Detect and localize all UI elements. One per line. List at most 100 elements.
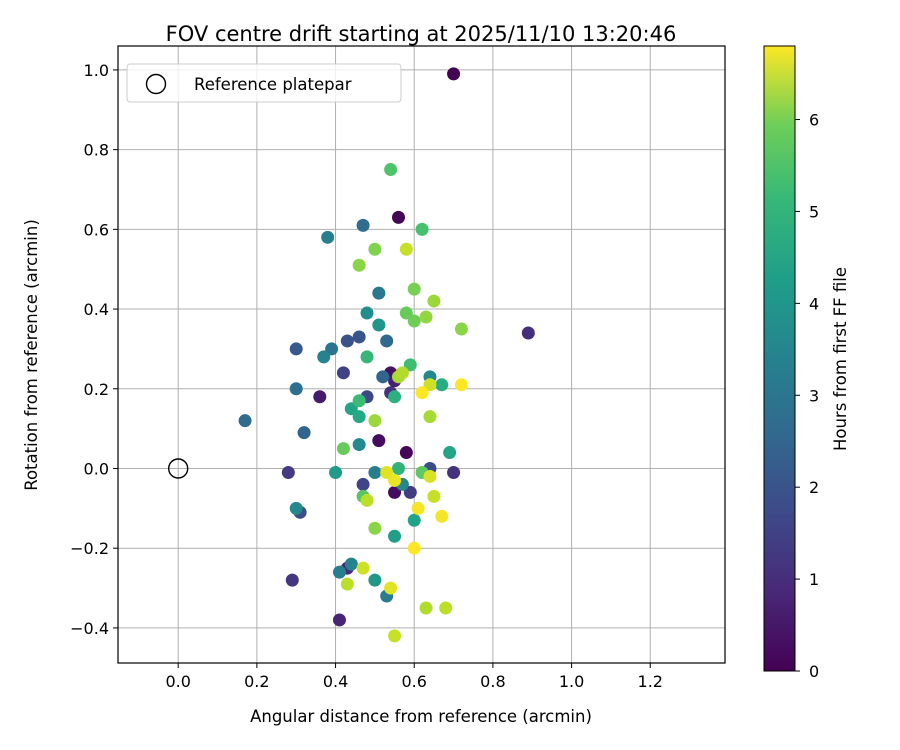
data-point <box>454 322 468 336</box>
y-tick-label: 0.8 <box>84 141 109 160</box>
data-point <box>281 465 295 479</box>
data-point <box>427 489 441 503</box>
colorbar-label: Hours from first FF file <box>831 267 850 451</box>
data-point <box>352 330 366 344</box>
data-point <box>454 378 468 392</box>
data-point <box>336 366 350 380</box>
y-axis-ticks: −0.4 −0.2 0.0 0.2 0.4 0.6 0.8 1.0 <box>70 61 118 638</box>
x-tick-label: 0.0 <box>165 672 190 691</box>
data-point <box>289 342 303 356</box>
data-point <box>415 222 429 236</box>
data-point <box>399 306 413 320</box>
data-point <box>384 163 398 177</box>
y-tick-label: 0.0 <box>84 459 109 478</box>
colorbar-gradient <box>763 45 796 672</box>
x-tick-label: 0.8 <box>480 672 505 691</box>
colorbar-tick-label: 2 <box>809 478 819 497</box>
chart-title: FOV centre drift starting at 2025/11/10 … <box>166 22 677 46</box>
data-point <box>395 366 409 380</box>
x-tick-label: 0.4 <box>323 672 348 691</box>
data-point <box>388 529 402 543</box>
x-tick-label: 1.2 <box>638 672 663 691</box>
data-point <box>356 477 370 491</box>
data-point <box>344 402 358 416</box>
data-point <box>352 410 366 424</box>
data-point <box>340 577 354 591</box>
data-point <box>415 386 429 400</box>
data-point <box>391 461 405 475</box>
legend-label-reference: Reference platepar <box>194 75 352 94</box>
data-point <box>368 465 382 479</box>
data-point <box>419 601 433 615</box>
data-point <box>368 414 382 428</box>
data-point <box>313 390 327 404</box>
data-point <box>297 426 311 440</box>
data-point <box>368 242 382 256</box>
data-point <box>411 501 425 515</box>
data-point <box>443 446 457 460</box>
reference-platepar-marker <box>167 458 189 479</box>
data-point <box>238 414 252 428</box>
data-point <box>360 350 374 364</box>
data-point <box>360 306 374 320</box>
x-tick-label: 0.6 <box>401 672 426 691</box>
x-axis-label: Angular distance from reference (arcmin) <box>250 707 592 726</box>
y-tick-label: −0.4 <box>70 619 109 638</box>
data-point <box>368 521 382 535</box>
data-point <box>285 573 299 587</box>
data-point <box>423 378 437 392</box>
data-point <box>435 378 449 392</box>
data-point <box>380 465 394 479</box>
data-point <box>380 334 394 348</box>
data-point <box>376 370 390 384</box>
data-point <box>399 242 413 256</box>
data-point <box>372 286 386 300</box>
data-points <box>238 67 535 643</box>
data-point <box>372 434 386 448</box>
x-tick-label: 1.0 <box>559 672 584 691</box>
data-point <box>289 501 303 515</box>
data-point <box>388 473 402 487</box>
colorbar-tick-label: 0 <box>809 662 819 681</box>
data-point <box>407 314 421 328</box>
data-point <box>435 509 449 523</box>
data-point <box>419 310 433 324</box>
data-point <box>388 485 402 499</box>
data-point <box>423 469 437 483</box>
data-point <box>407 541 421 555</box>
y-tick-label: 0.2 <box>84 380 109 399</box>
colorbar-tick-label: 5 <box>809 202 819 221</box>
data-point <box>352 438 366 452</box>
colorbar-tick-label: 4 <box>809 294 819 313</box>
y-axis-label: Rotation from reference (arcmin) <box>22 219 41 491</box>
data-point <box>356 561 370 575</box>
y-tick-label: 1.0 <box>84 61 109 80</box>
colorbar-tick-label: 1 <box>809 570 819 589</box>
data-point <box>332 613 346 627</box>
data-point <box>399 446 413 460</box>
data-point <box>423 410 437 424</box>
x-tick-label: 0.2 <box>244 672 269 691</box>
legend: Reference platepar <box>126 63 402 103</box>
data-point <box>336 442 350 456</box>
data-point <box>344 557 358 571</box>
data-point <box>407 282 421 296</box>
data-point <box>427 294 441 308</box>
colorbar-ticks: 0 1 2 3 4 5 6 <box>795 111 819 681</box>
plot-frame <box>117 45 726 664</box>
data-point <box>368 573 382 587</box>
data-point <box>391 210 405 224</box>
data-point <box>403 485 417 499</box>
y-tick-label: 0.4 <box>84 300 109 319</box>
colorbar-tick-label: 3 <box>809 386 819 405</box>
data-point <box>407 513 421 527</box>
data-point <box>289 382 303 396</box>
data-point <box>356 218 370 232</box>
legend-reference-marker <box>145 73 167 95</box>
data-point <box>352 258 366 272</box>
data-point <box>321 230 335 244</box>
data-point <box>372 318 386 332</box>
y-tick-label: 0.6 <box>84 220 109 239</box>
data-point <box>447 67 461 81</box>
colorbar-tick-label: 6 <box>809 111 819 130</box>
